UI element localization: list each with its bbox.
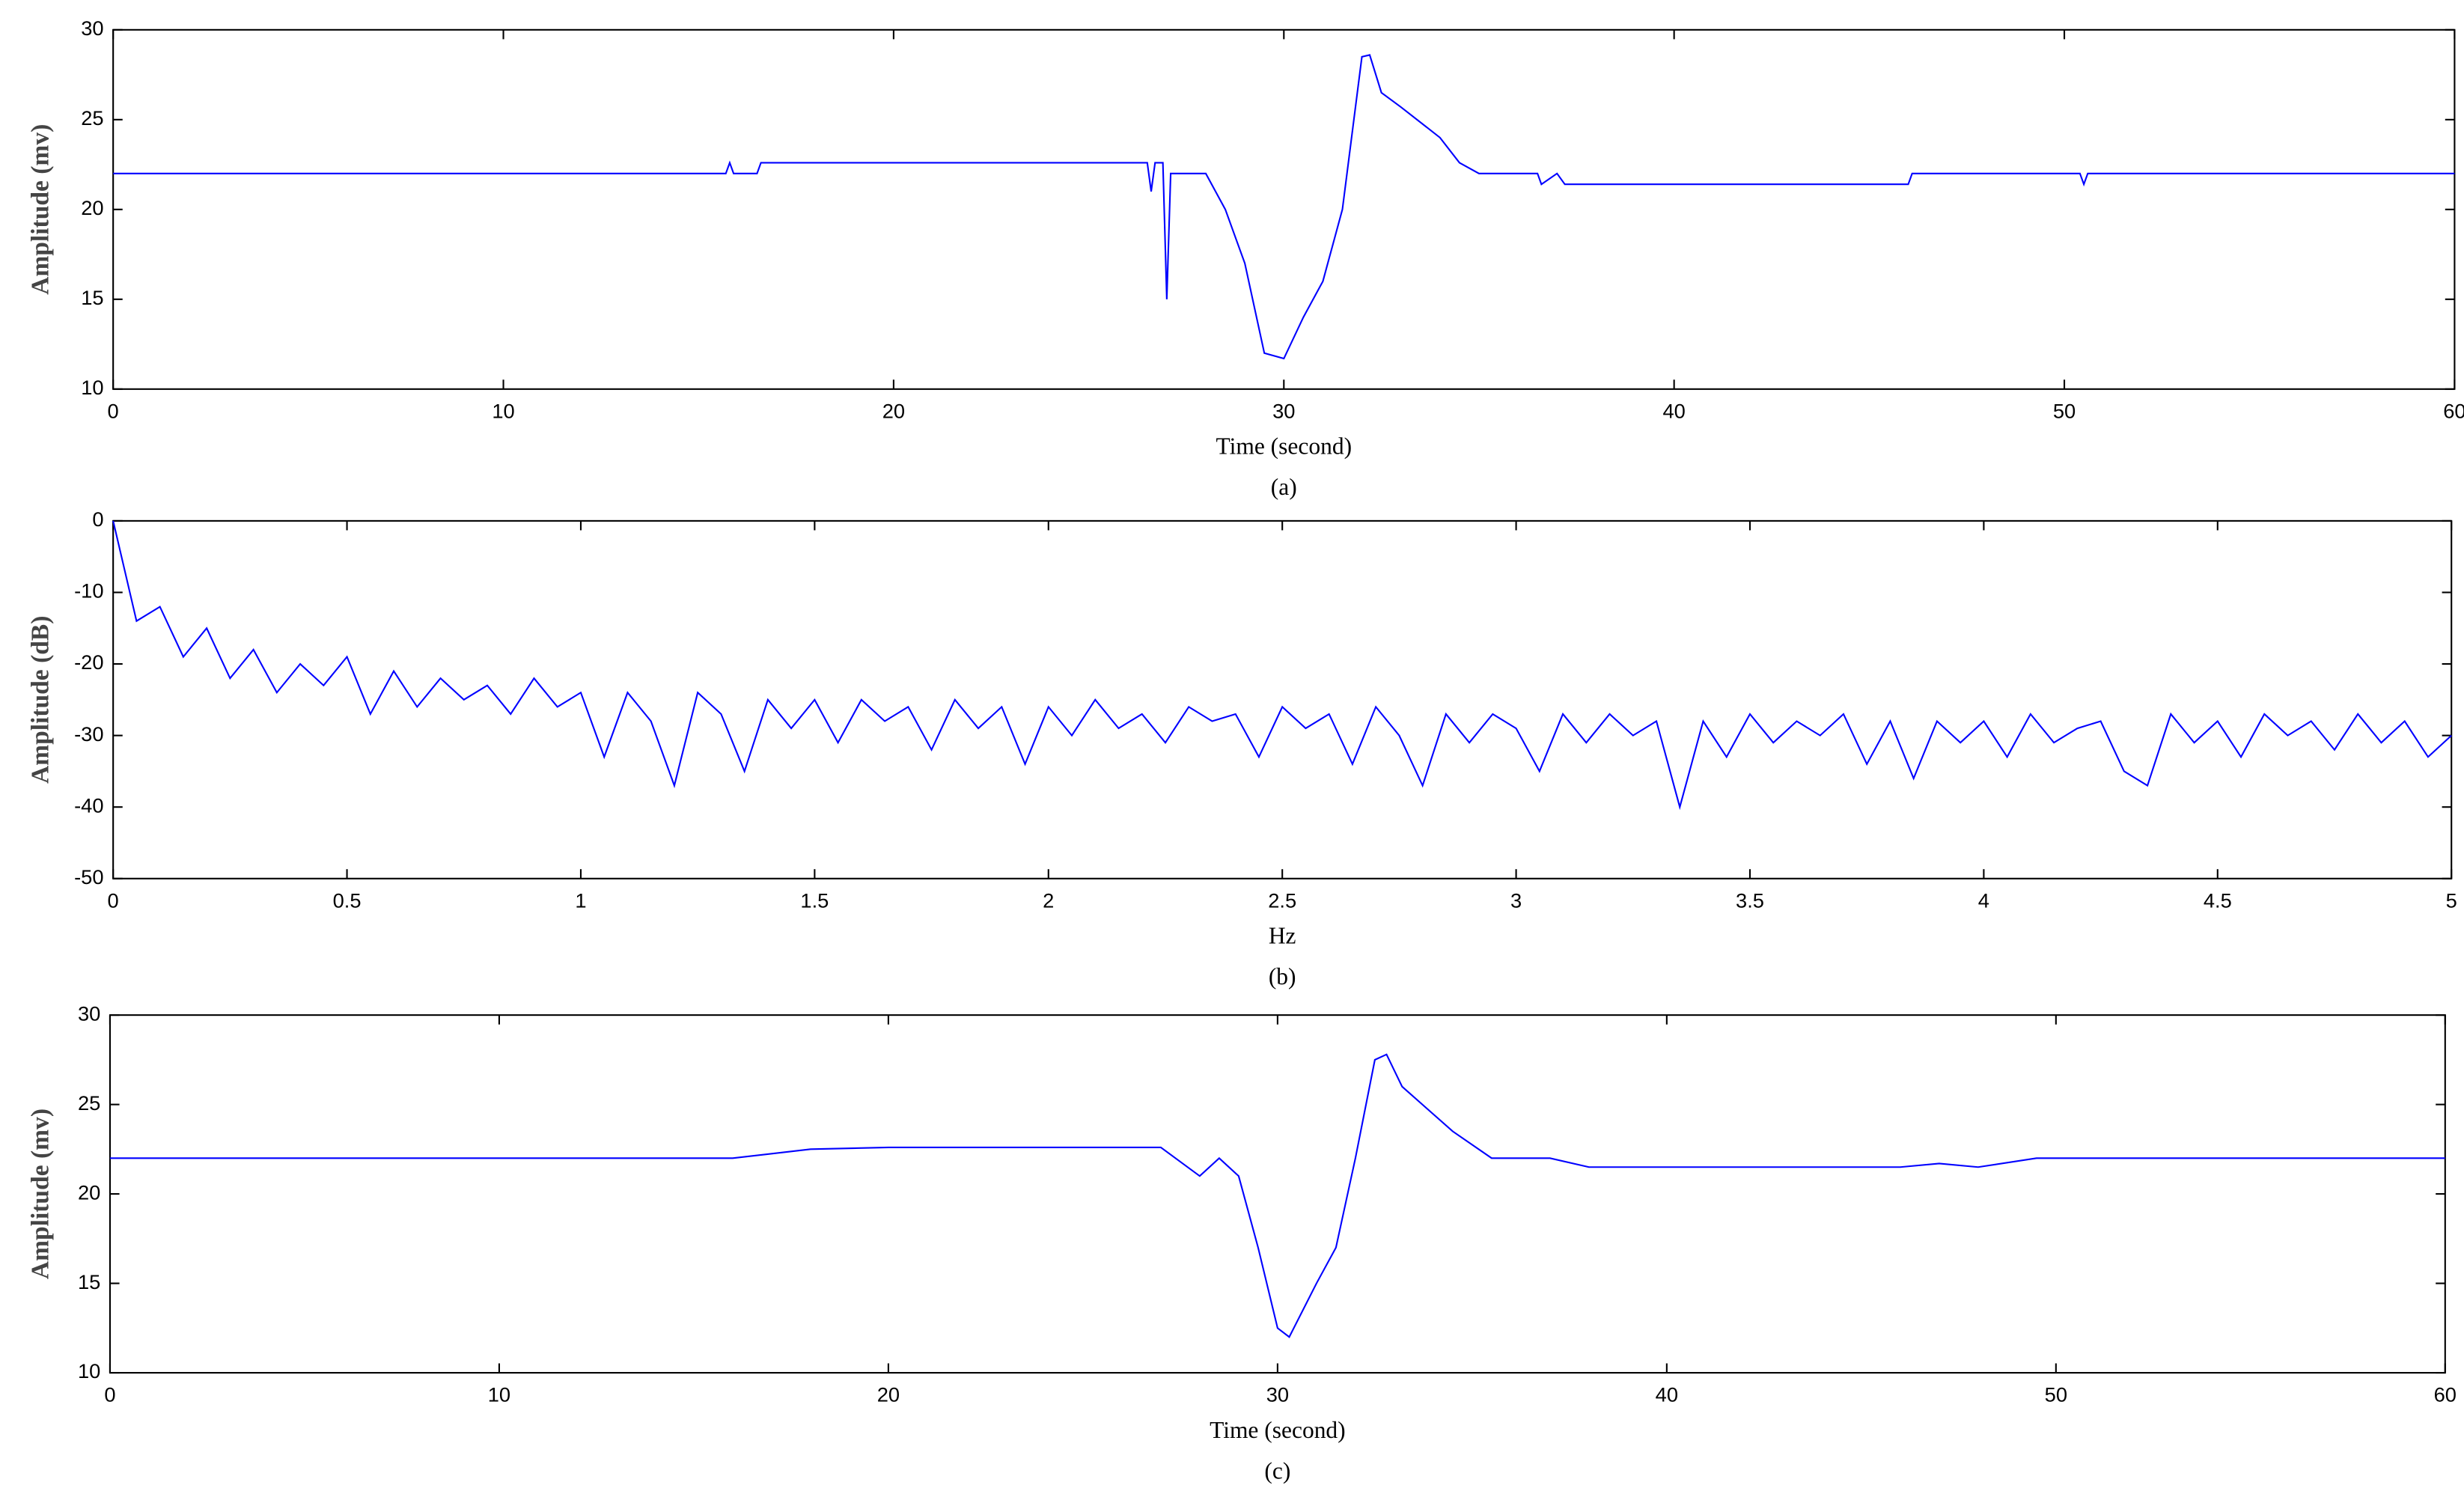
x-tick-label: 30: [1266, 1383, 1289, 1406]
x-tick-label: 10: [488, 1383, 510, 1406]
x-tick-label: 60: [2434, 1383, 2457, 1406]
caption: (c): [1264, 1457, 1290, 1484]
y-axis-label: Amplitude (mv): [26, 1109, 54, 1279]
data-line: [109, 1053, 2445, 1338]
x-axis-label: Hz: [1269, 923, 1296, 949]
x-tick-label: 1: [575, 888, 586, 912]
y-tick-label: -30: [74, 722, 103, 746]
y-tick-label: 20: [78, 1180, 100, 1204]
x-tick-label: 50: [2053, 399, 2076, 422]
x-tick-label: 20: [882, 399, 905, 422]
y-tick-label: 30: [78, 1002, 100, 1025]
x-tick-label: 40: [1656, 1383, 1678, 1406]
y-tick-label: 0: [92, 507, 103, 531]
x-tick-label: 10: [492, 399, 514, 422]
y-tick-label: 20: [81, 196, 103, 219]
y-tick-label: -20: [74, 650, 103, 674]
x-tick-label: 1.5: [800, 888, 829, 912]
x-tick-label: 30: [1272, 399, 1295, 422]
caption: (b): [1269, 963, 1296, 990]
y-tick-label: 30: [81, 16, 103, 40]
x-tick-label: 0: [108, 888, 119, 912]
x-tick-label: 0: [104, 1383, 115, 1406]
y-axis-label: Amplitude (mv): [26, 124, 54, 295]
plot-area: [109, 1014, 2446, 1374]
y-tick-label: -40: [74, 793, 103, 817]
x-tick-label: 5: [2446, 888, 2457, 912]
x-tick-label: 40: [1662, 399, 1685, 422]
data-line: [113, 54, 2455, 360]
x-tick-label: 2: [1043, 888, 1054, 912]
x-tick-label: 60: [2443, 399, 2464, 422]
x-tick-label: 4.5: [2204, 888, 2232, 912]
x-tick-label: 50: [2045, 1383, 2067, 1406]
data-line: [112, 520, 2452, 811]
y-tick-label: 15: [81, 286, 103, 309]
caption: (a): [1271, 474, 1297, 500]
y-tick-label: 25: [78, 1091, 100, 1115]
x-tick-label: 2.5: [1268, 888, 1296, 912]
x-tick-label: 20: [877, 1383, 900, 1406]
x-tick-label: 0.5: [333, 888, 362, 912]
y-tick-label: -10: [74, 579, 103, 603]
y-tick-label: 10: [78, 1359, 100, 1382]
y-tick-label: 25: [81, 106, 103, 129]
x-axis-label: Time (second): [1210, 1417, 1346, 1443]
x-axis-label: Time (second): [1216, 433, 1352, 460]
y-axis-label: Amplitude (dB): [26, 616, 54, 784]
plot-area: [112, 28, 2456, 390]
x-tick-label: 4: [1978, 888, 1989, 912]
plot-area: [112, 519, 2453, 879]
x-tick-label: 0: [108, 399, 119, 422]
y-tick-label: -50: [74, 865, 103, 888]
x-tick-label: 3.5: [1736, 888, 1764, 912]
y-tick-label: 15: [78, 1270, 100, 1293]
y-tick-label: 10: [81, 376, 103, 399]
x-tick-label: 3: [1510, 888, 1522, 912]
